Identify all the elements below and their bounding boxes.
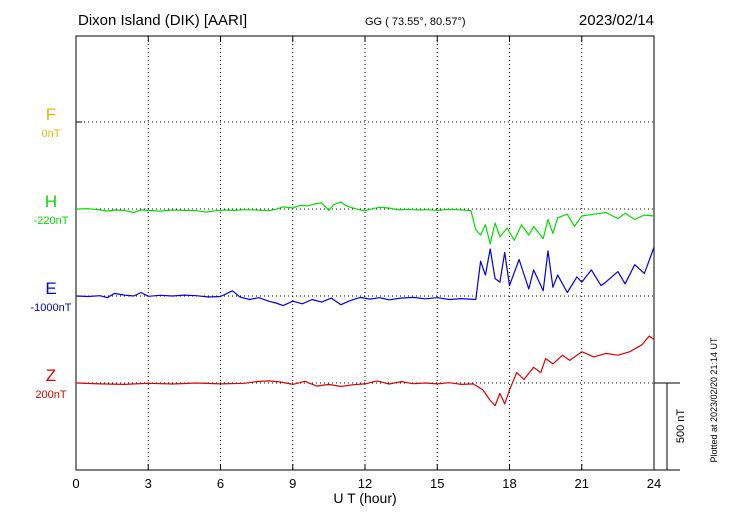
component-name-E: E [45, 279, 56, 298]
series-line-Z [75, 335, 655, 407]
x-tick-label-18: 18 [502, 476, 516, 491]
scale-bar [654, 382, 680, 471]
component-baseline-E: -1000nT [31, 302, 72, 314]
station-title: Dixon Island (DIK) [AARI] [78, 12, 247, 29]
component-name-F: F [46, 105, 56, 124]
geographic-coords: GG ( 73.55°, 80.57°) [365, 16, 466, 28]
x-tick-label-6: 6 [217, 476, 224, 491]
component-baseline-F: 0nT [42, 128, 61, 140]
x-tick-label-9: 9 [289, 476, 296, 491]
plot-date: 2023/02/14 [579, 12, 654, 29]
vertical-grid [147, 36, 583, 470]
x-tick-label-3: 3 [145, 476, 152, 491]
x-tick-label-15: 15 [430, 476, 444, 491]
x-tick-label-12: 12 [358, 476, 372, 491]
x-tick-labels: 0 3 6 9 12 15 18 21 24 [72, 476, 661, 491]
scale-bar-label: 500 nT [675, 409, 687, 444]
series-line-H [75, 201, 655, 245]
x-tick-label-24: 24 [647, 476, 661, 491]
component-labels: F 0nT H -220nT E -1000nT Z 200nT [31, 105, 72, 401]
x-axis-label: U T (hour) [333, 490, 396, 506]
series-line-E [75, 247, 655, 307]
plotted-timestamp: Plotted at 2023/02/20 21:14 UT [709, 337, 719, 463]
component-baseline-Z: 200nT [35, 389, 66, 401]
x-tick-label-21: 21 [575, 476, 589, 491]
component-name-H: H [45, 192, 57, 211]
series-lines [75, 201, 655, 407]
component-baseline-H: -220nT [34, 215, 69, 227]
component-name-Z: Z [46, 366, 56, 385]
x-tick-label-0: 0 [72, 476, 79, 491]
